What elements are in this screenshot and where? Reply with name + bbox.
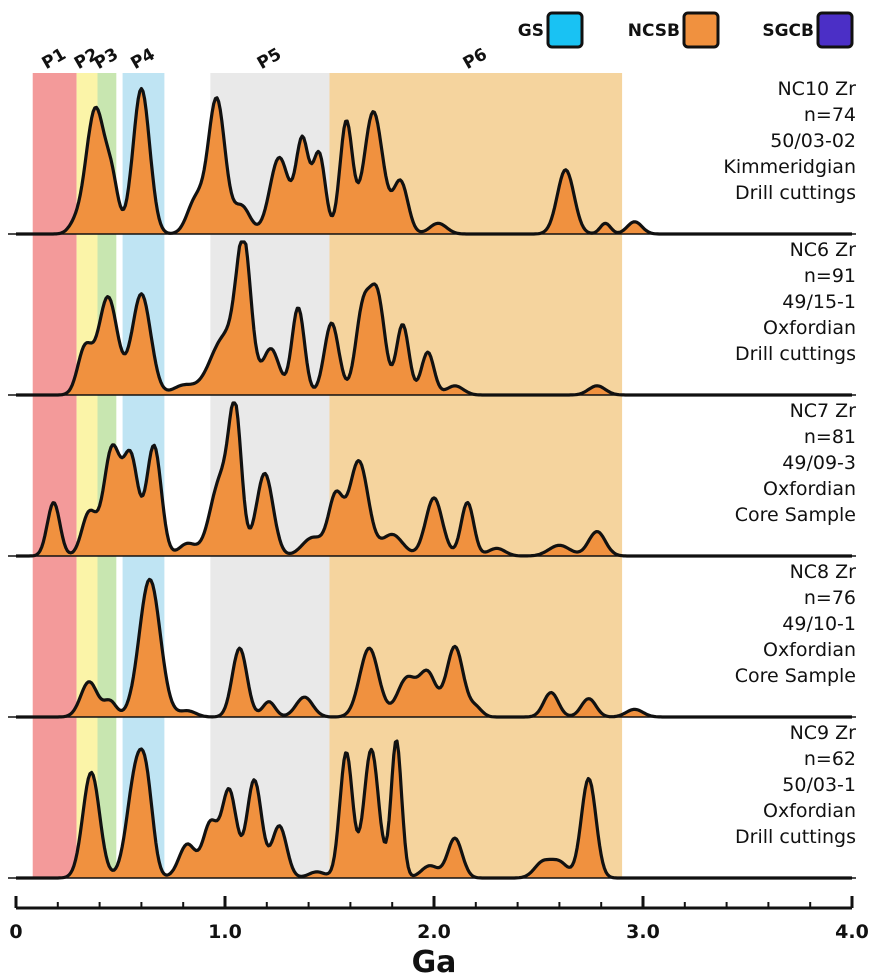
period-label-p6: P6 xyxy=(460,44,491,73)
sample-info-label: n=81 xyxy=(804,426,856,448)
sample-info-label: Oxfordian xyxy=(763,478,856,500)
period-label-p4: P4 xyxy=(127,44,158,74)
sample-info-label: n=62 xyxy=(804,748,856,770)
sample-info-label: 50/03-02 xyxy=(770,130,856,152)
period-label-p1: P1 xyxy=(39,44,70,73)
sample-info-label: 49/09-3 xyxy=(782,452,856,474)
density-area xyxy=(16,403,852,556)
period-band-p1 xyxy=(32,73,77,878)
sample-name-label: NC7 Zr xyxy=(790,400,857,422)
period-band-p2 xyxy=(76,73,98,878)
sample-panel: NC8 Zr n=76 49/10-1 Oxfordian Core Sample xyxy=(8,561,857,719)
sample-panels: NC10 Zr n=74 50/03-02 Kimmeridgian Drill cut… xyxy=(8,78,857,880)
density-area xyxy=(16,88,852,234)
legend-label: NCSB xyxy=(628,21,680,41)
sample-info-label: Drill cuttings xyxy=(735,182,856,204)
sample-info-label: Core Sample xyxy=(735,665,856,687)
legend-label: SGCB xyxy=(762,21,814,41)
sample-panel: NC9 Zr n=62 50/03-1 Oxfordian Drill cuttings xyxy=(8,722,857,880)
sample-info-label: Core Sample xyxy=(735,504,856,526)
sample-panel: NC10 Zr n=74 50/03-02 Kimmeridgian Drill cut… xyxy=(8,78,856,236)
sample-name-label: NC6 Zr xyxy=(790,239,857,261)
x-tick-label: 1.0 xyxy=(208,921,242,943)
sample-info-label: n=76 xyxy=(804,587,856,609)
sample-info-label: n=74 xyxy=(804,104,856,126)
sample-name-label: NC9 Zr xyxy=(790,722,857,744)
legend: GS NCSB SGCB xyxy=(518,11,854,49)
sample-info-label: n=91 xyxy=(804,265,856,287)
sample-info-label: Drill cuttings xyxy=(735,826,856,848)
sample-name-label: NC8 Zr xyxy=(790,561,857,583)
period-label-p3: P3 xyxy=(91,44,122,73)
density-area xyxy=(16,741,852,878)
sample-info-label: Oxfordian xyxy=(763,317,856,339)
x-tick-label: 4.0 xyxy=(835,921,869,943)
x-axis: 0 1.0 2.0 3.0 4.0 Ga xyxy=(9,896,869,974)
legend-swatch xyxy=(682,11,720,49)
x-axis-title: Ga xyxy=(412,945,457,974)
legend-swatch xyxy=(816,11,854,49)
x-tick-label: 0 xyxy=(9,921,22,943)
x-tick-label: 3.0 xyxy=(626,921,660,943)
sample-info-label: 49/15-1 xyxy=(782,291,856,313)
density-area xyxy=(16,242,852,395)
sample-panel: NC6 Zr n=91 49/15-1 Oxfordian Drill cuttings xyxy=(8,239,857,397)
sample-info-label: Drill cuttings xyxy=(735,343,856,365)
legend-swatch xyxy=(546,11,584,49)
sample-panel: NC7 Zr n=81 49/09-3 Oxfordian Core Sample xyxy=(8,400,857,558)
x-tick-label: 2.0 xyxy=(417,921,451,943)
sample-info-label: Oxfordian xyxy=(763,639,856,661)
sample-info-label: 50/03-1 xyxy=(782,774,856,796)
legend-label: GS xyxy=(518,21,544,41)
sample-info-label: Oxfordian xyxy=(763,800,856,822)
density-area xyxy=(16,579,852,717)
sample-info-label: 49/10-1 xyxy=(782,613,856,635)
sample-info-label: Kimmeridgian xyxy=(723,156,856,178)
sample-name-label: NC10 Zr xyxy=(777,78,856,100)
period-label-p5: P5 xyxy=(254,44,285,73)
